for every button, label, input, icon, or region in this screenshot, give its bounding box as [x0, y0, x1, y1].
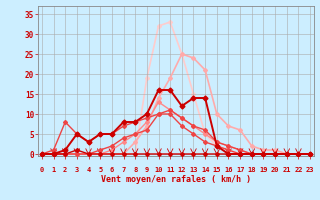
X-axis label: Vent moyen/en rafales ( km/h ): Vent moyen/en rafales ( km/h ) [101, 174, 251, 184]
